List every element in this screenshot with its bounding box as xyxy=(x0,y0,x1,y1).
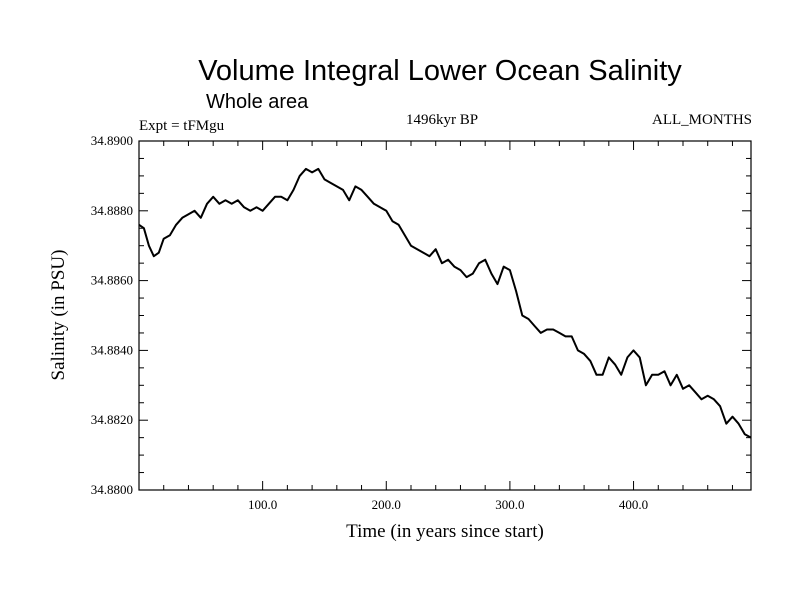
plot-frame xyxy=(138,140,752,491)
salinity-series-line xyxy=(138,167,752,439)
y-tick-label: 34.8860 xyxy=(91,273,133,288)
tick-marks xyxy=(139,140,751,491)
x-tick-label: 300.0 xyxy=(495,497,524,512)
y-tick-labels: 34.8800 34.8820 34.8840 34.8860 34.8880 34.89… xyxy=(91,133,133,497)
chart-title: Volume Integral Lower Ocean Salinity xyxy=(198,55,682,87)
period-label: 1496kyr BP xyxy=(406,112,478,128)
y-tick-label: 34.8880 xyxy=(91,203,133,218)
x-tick-labels: 100.0 200.0 300.0 400.0 xyxy=(248,497,648,512)
experiment-label: Expt = tFMgu xyxy=(139,118,225,134)
x-tick-label: 200.0 xyxy=(372,497,401,512)
x-tick-label: 400.0 xyxy=(619,497,648,512)
y-tick-label: 34.8840 xyxy=(91,342,133,357)
y-tick-label: 34.8800 xyxy=(91,482,133,497)
y-tick-label: 34.8900 xyxy=(91,133,133,148)
chart-subtitle: Whole area xyxy=(206,91,309,113)
y-axis-label: Salinity (in PSU) xyxy=(48,250,69,381)
months-label: ALL_MONTHS xyxy=(652,112,752,128)
y-tick-label: 34.8820 xyxy=(91,412,133,427)
x-axis-label: Time (in years since start) xyxy=(346,521,544,542)
x-tick-label: 100.0 xyxy=(248,497,277,512)
